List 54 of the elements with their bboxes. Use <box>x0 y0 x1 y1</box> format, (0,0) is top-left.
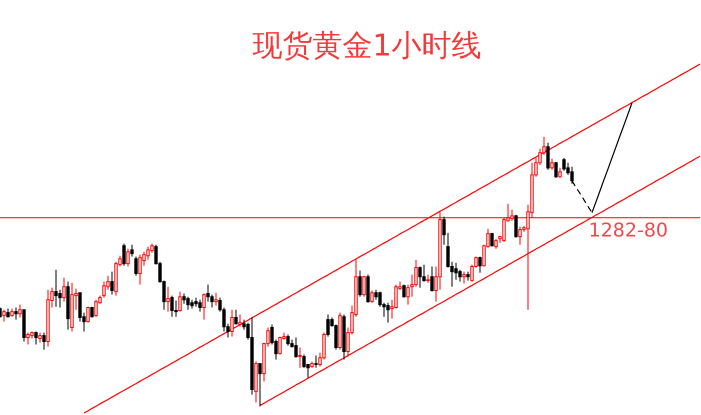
candlestick <box>294 336 298 358</box>
candlestick <box>478 256 482 274</box>
candlestick <box>406 284 410 306</box>
candlestick <box>134 256 138 276</box>
candlestick <box>126 248 130 268</box>
candlestick <box>298 346 302 368</box>
candlestick <box>206 284 210 302</box>
candlestick <box>414 259 418 288</box>
candlestick <box>26 332 30 345</box>
chart-title: 现货黄金1小时线 <box>252 28 482 64</box>
candlestick <box>18 304 22 318</box>
candlestick <box>146 246 150 260</box>
candlestick <box>42 332 46 350</box>
candlestick <box>102 281 106 298</box>
candlestick <box>454 262 458 280</box>
candlestick <box>94 299 98 318</box>
candlestick <box>402 284 406 298</box>
candlestick <box>458 269 462 282</box>
candlestick <box>378 291 382 308</box>
candlestick <box>166 286 170 312</box>
candlestick <box>174 300 178 318</box>
candlestick <box>302 354 306 368</box>
candlestick <box>202 293 206 320</box>
candlestick <box>58 289 62 308</box>
candlestick <box>314 355 318 368</box>
candlestick <box>34 331 38 345</box>
candlestick <box>230 309 234 338</box>
candlestick <box>198 299 202 312</box>
candlestick <box>446 232 450 268</box>
candlestick <box>554 161 558 178</box>
candlestick <box>370 290 374 304</box>
candlestick <box>54 269 58 308</box>
candlestick <box>14 307 18 320</box>
candlestick <box>194 297 198 308</box>
candlestick <box>238 314 242 328</box>
candlestick <box>170 295 174 318</box>
candlestick <box>110 271 114 296</box>
candlestick <box>214 292 218 306</box>
candlestick <box>90 306 94 318</box>
candlestick <box>418 266 422 288</box>
candlestick <box>518 226 522 246</box>
candlestick <box>138 254 142 286</box>
candlestick <box>550 158 554 170</box>
candlestick <box>258 363 262 408</box>
candlestick <box>286 334 290 346</box>
annotation: 1282-80 <box>588 220 668 242</box>
candlestick <box>562 157 566 172</box>
candlestick <box>186 296 190 310</box>
candlestick <box>326 314 330 338</box>
candlestick <box>38 332 42 344</box>
candlestick <box>86 306 90 324</box>
candlestick <box>494 238 498 250</box>
candlestick <box>386 302 390 324</box>
candlestick <box>462 271 466 284</box>
